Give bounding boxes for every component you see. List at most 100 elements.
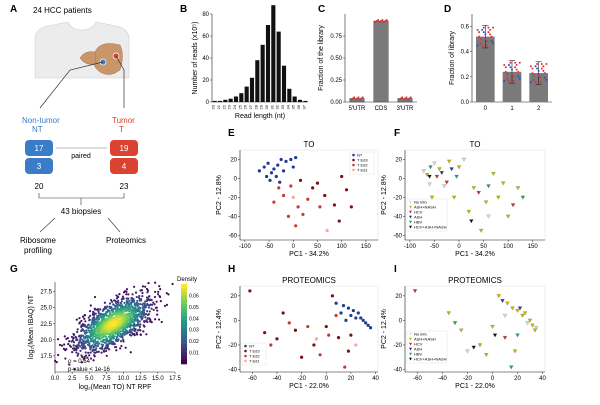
e-ytick-label: -60 <box>228 233 237 239</box>
g-ytick-label: 22.5 <box>40 322 52 328</box>
g-point <box>138 320 141 323</box>
c-ytick-label: 0.00 <box>330 100 342 106</box>
f-point <box>515 186 521 191</box>
b-xtick-label: 28 <box>253 104 258 109</box>
g-point <box>123 301 126 304</box>
g-point <box>91 329 94 332</box>
g-point <box>147 289 150 292</box>
g-point <box>89 326 93 330</box>
g-point <box>150 307 153 310</box>
g-point <box>84 354 88 357</box>
g-colorbar-segment <box>181 344 187 349</box>
e-xtick-label: 50 <box>314 244 321 250</box>
c-point <box>398 98 401 101</box>
f-legend-marker <box>409 225 412 229</box>
d-point <box>481 28 484 31</box>
g-point <box>141 303 144 306</box>
g-colorbar-label: 0.04 <box>189 316 199 322</box>
h-point <box>349 313 353 318</box>
i-point <box>492 333 498 338</box>
g-point <box>163 304 167 308</box>
g-point <box>160 320 163 324</box>
nt-total: 20 <box>35 182 44 191</box>
h-title: PROTEOMICS <box>282 276 336 285</box>
f-legend-marker <box>409 215 412 219</box>
e-point <box>301 212 305 217</box>
g-point <box>144 285 147 288</box>
h-point <box>334 301 338 305</box>
h-legend-label: T Ed3 <box>249 349 260 354</box>
e-point <box>323 193 327 198</box>
d-xtick-label: 1 <box>510 106 514 112</box>
g-pvalue-label: p-value < 1e-16 <box>68 367 111 373</box>
h-xtick-label: 40 <box>372 376 379 382</box>
g-point <box>138 299 141 302</box>
e-point <box>289 157 293 162</box>
c-point <box>375 20 378 23</box>
merge-bracket <box>38 193 125 205</box>
h-point <box>369 326 373 330</box>
f-legend-label: No info <box>414 200 427 205</box>
g-point <box>146 303 149 306</box>
d-point <box>487 31 490 34</box>
chart-h-pca-proteomics: -60 -40 -20 0 20 40 -40 -20 0 20 PROTEOMICS PC1 - 2… <box>216 276 380 390</box>
panel-h-letter: H <box>228 264 235 275</box>
g-colorbar-segment <box>181 336 187 341</box>
g-point <box>87 341 90 344</box>
g-point <box>79 349 82 352</box>
g-point <box>87 338 90 342</box>
g-colorbar-segment <box>181 316 187 321</box>
nt-unpaired-box <box>25 158 53 174</box>
b-bar <box>281 65 287 102</box>
g-point <box>157 318 161 321</box>
f-point <box>501 181 506 186</box>
c-point <box>374 21 377 24</box>
d-point <box>517 70 520 73</box>
g-point <box>54 359 57 363</box>
d-point <box>511 73 513 76</box>
d-ytick-label: 0.2 <box>461 75 470 81</box>
g-point <box>67 342 70 346</box>
g-point <box>100 332 104 335</box>
c-bar <box>373 20 389 103</box>
g-point <box>156 309 159 312</box>
e-point <box>291 195 295 199</box>
g-point <box>73 349 76 352</box>
h-point <box>354 343 358 347</box>
h-point <box>248 289 252 293</box>
e-point <box>286 214 291 218</box>
d-point <box>503 79 506 82</box>
f-ytick-label: -40 <box>393 214 402 220</box>
h-point <box>349 333 353 337</box>
c-point <box>354 98 357 101</box>
e-point <box>315 181 320 185</box>
f-point <box>449 167 454 172</box>
d-point <box>478 35 481 38</box>
g-point <box>77 352 80 355</box>
g-point <box>68 363 71 366</box>
g-point <box>98 342 101 345</box>
h-point <box>300 355 304 359</box>
g-point <box>103 338 106 341</box>
g-point <box>60 344 64 347</box>
ribosome-label: Ribosome <box>20 236 57 245</box>
g-point <box>106 311 109 314</box>
d-point <box>509 66 512 69</box>
f-xlabel: PC1 - 34.2% <box>455 251 495 258</box>
g-colorbar-label: 0.03 <box>189 328 199 334</box>
h-ytick-label: 20 <box>230 294 237 300</box>
f-xtick-label: 150 <box>528 244 539 250</box>
b-bar <box>276 31 281 103</box>
g-point <box>125 293 128 296</box>
g-point <box>142 324 145 327</box>
g-point <box>80 343 83 347</box>
b-xtick-label: 29 <box>259 104 264 109</box>
g-point <box>69 345 73 348</box>
d-point <box>476 28 479 31</box>
g-point <box>132 323 135 326</box>
b-bar <box>297 99 303 102</box>
g-point <box>89 347 92 351</box>
d-point <box>492 26 495 29</box>
h-legend-marker <box>244 349 247 353</box>
g-point <box>110 300 114 303</box>
